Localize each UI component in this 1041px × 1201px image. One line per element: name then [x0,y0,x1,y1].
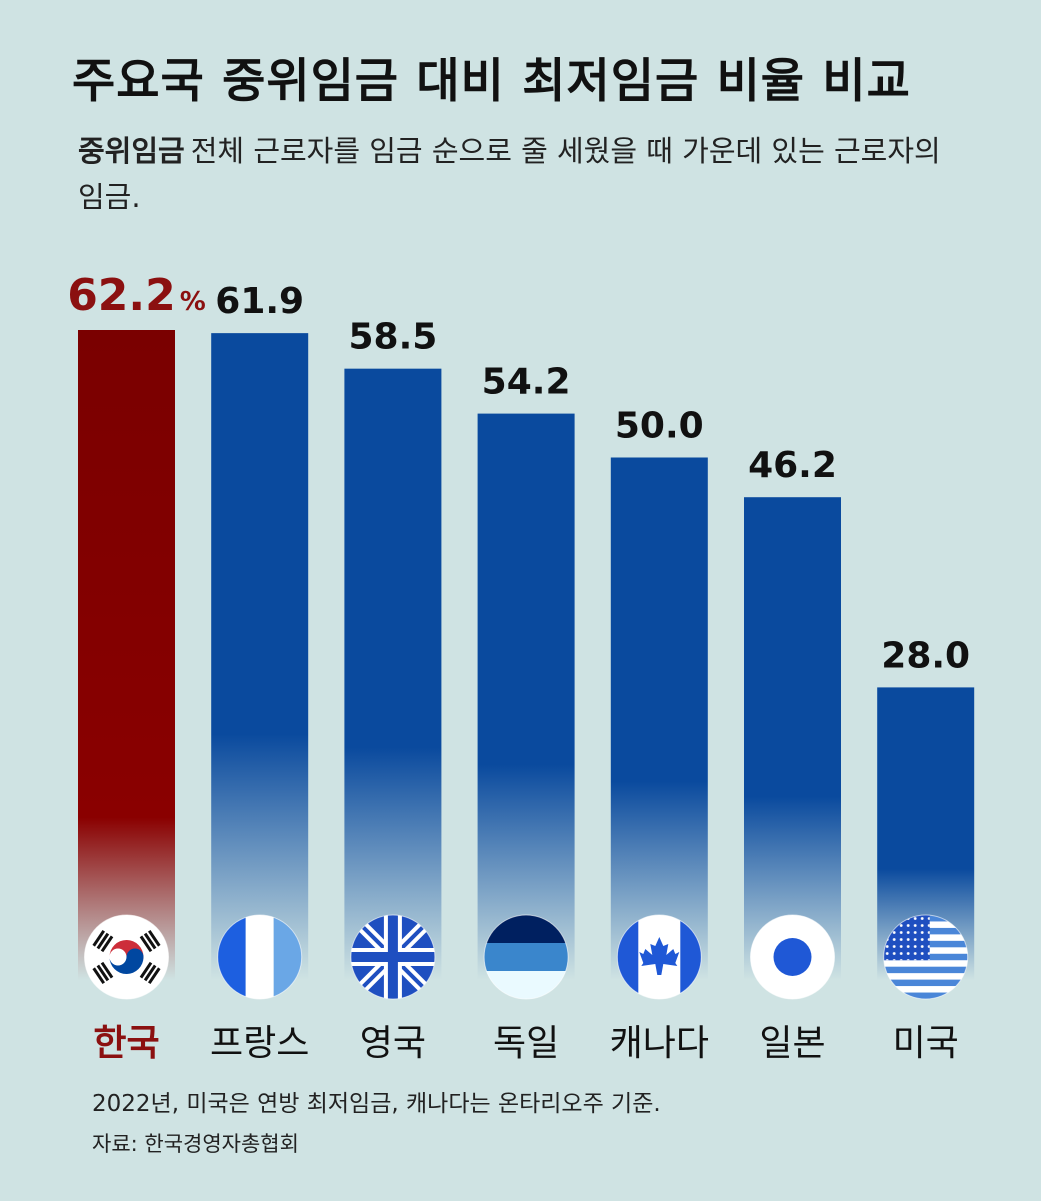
japan-flag-icon [750,914,835,1000]
value-label: 58.5 [348,317,437,358]
value-label: 46.2 [748,445,837,486]
category-label: 일본 [759,1023,825,1064]
category-label: 영국 [360,1023,426,1064]
usa-flag-icon [883,914,969,1000]
bar-4 [477,413,575,980]
france-flag-icon [217,914,303,1000]
bar-6 [744,497,841,980]
value-label: 28.0 [881,635,970,676]
bar-1 [78,330,175,980]
bar-3 [344,368,442,980]
category-label: 프랑스 [210,1023,309,1064]
value-label: 62.2% [67,270,206,321]
definition-text: 전체 근로자를 임금 순으로 줄 세웠을 때 가운데 있는 근로자의 임금. [78,134,941,214]
category-label: 한국 [93,1023,159,1064]
germany-flag-icon [483,914,569,1000]
value-label: 50.0 [615,405,704,446]
value-label: 61.9 [215,281,304,322]
canada-flag-icon [616,914,702,1000]
chart-title: 주요국 중위임금 대비 최저임금 비율 비교 [72,54,911,109]
definition-term: 중위임금 [78,134,185,168]
category-label: 독일 [493,1023,559,1064]
uk-flag-icon [350,914,436,1000]
category-label: 미국 [893,1023,959,1064]
bar-5 [610,457,708,981]
korea-flag-icon [84,914,169,1000]
chart-source: 자료: 한국경영자총협회 [92,1132,299,1156]
bar-2 [211,333,309,981]
chart-note: 2022년, 미국은 연방 최저임금, 캐나다는 온타리오주 기준. [92,1091,661,1117]
value-label: 54.2 [482,362,571,403]
definition: 중위임금 전체 근로자를 임금 순으로 줄 세웠을 때 가운데 있는 근로자의 임… [78,128,958,220]
category-label: 캐나다 [610,1023,709,1064]
